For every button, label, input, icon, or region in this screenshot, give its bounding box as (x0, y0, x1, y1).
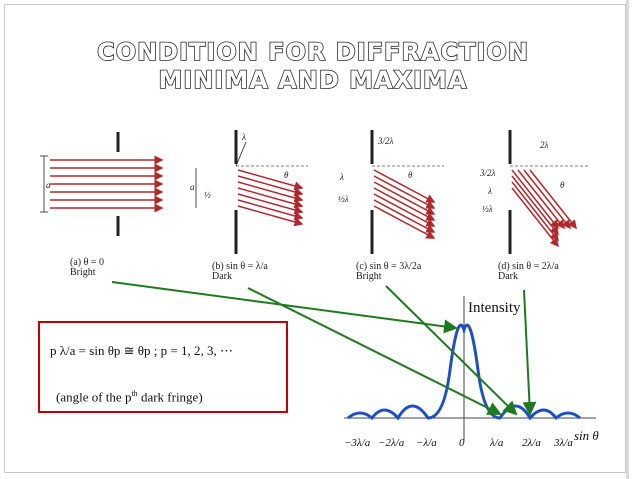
caption-d: (d) sin θ = 2λ/a Dark (498, 261, 559, 282)
slide-title-line2: MINIMA AND MAXIMA (158, 65, 468, 95)
graph-ylabel: Intensity (468, 300, 521, 316)
caption-c: (c) sin θ = 3λ/2a Bright (356, 261, 422, 282)
graph-xlabel: sin θ (574, 428, 599, 443)
panel-a-diagram: a (40, 132, 164, 236)
panel-d: 2λ 3/2λ λ ½λ θ (d) sin θ = 2λ/a Dark (478, 128, 596, 288)
label-c-theta: θ (408, 170, 413, 180)
label-d-halflambda: ½λ (482, 204, 493, 214)
label-c-lambda: λ (339, 172, 344, 182)
tick-neg2: −2λ/a (378, 437, 405, 449)
panel-c-diagram: 3/2λ λ ½λ θ (338, 130, 444, 254)
label-a: a (46, 180, 51, 190)
tick-1: λ/a (489, 437, 504, 449)
label-d-theta: θ (560, 180, 565, 190)
slide-frame (4, 4, 626, 473)
slide-edge (626, 0, 629, 479)
label-b-theta: θ (284, 170, 289, 180)
intensity-graph: Intensity sin θ −3λ/a −2λ/a −λ/a 0 λ/a 2… (340, 290, 612, 465)
label-d-3half: 3/2λ (479, 168, 496, 178)
tick-neg3: −3λ/a (344, 437, 371, 449)
intensity-plot: Intensity sin θ −3λ/a −2λ/a −λ/a 0 λ/a 2… (340, 290, 612, 465)
label-b-half: ½ (204, 190, 211, 200)
equation-main: p λ/a = sin θp ≅ θp ; p = 1, 2, 3, ⋯ (50, 343, 233, 358)
tick-3: 3λ/a (553, 437, 573, 449)
slide-title-line1: CONDITION FOR DIFFRACTION (96, 37, 529, 67)
equation-box: p λ/a = sin θp ≅ θp ; p = 1, 2, 3, ⋯ (an… (38, 321, 288, 413)
tick-2: 2λ/a (522, 437, 541, 449)
panel-d-diagram: 2λ 3/2λ λ ½λ θ (479, 130, 588, 254)
panel-b-diagram: a ½ λ θ (190, 130, 308, 254)
label-c-halflambda: ½λ (338, 194, 349, 204)
label-d-2lambda: 2λ (540, 140, 549, 150)
label-c-3half: 3/2λ (377, 136, 394, 146)
tick-neg1: −λ/a (416, 437, 437, 449)
panel-c: 3/2λ λ ½λ θ (c) sin θ = 3λ/2a Bright (334, 128, 454, 288)
equation-note: (angle of the pth dark fringe) (56, 389, 203, 405)
tick-0: 0 (459, 437, 465, 449)
label-d-lambda: λ (487, 186, 492, 196)
label-b-a: a (190, 182, 195, 192)
panel-b: a ½ λ θ (b) sin θ = λ/a Dark (184, 128, 310, 288)
caption-b: (b) sin θ = λ/a Dark (212, 261, 268, 282)
label-b-lambda: λ (241, 132, 246, 142)
caption-a: (a) θ = 0 Bright (70, 257, 105, 278)
panel-a: a (a) θ = 0 Bright (38, 124, 166, 282)
